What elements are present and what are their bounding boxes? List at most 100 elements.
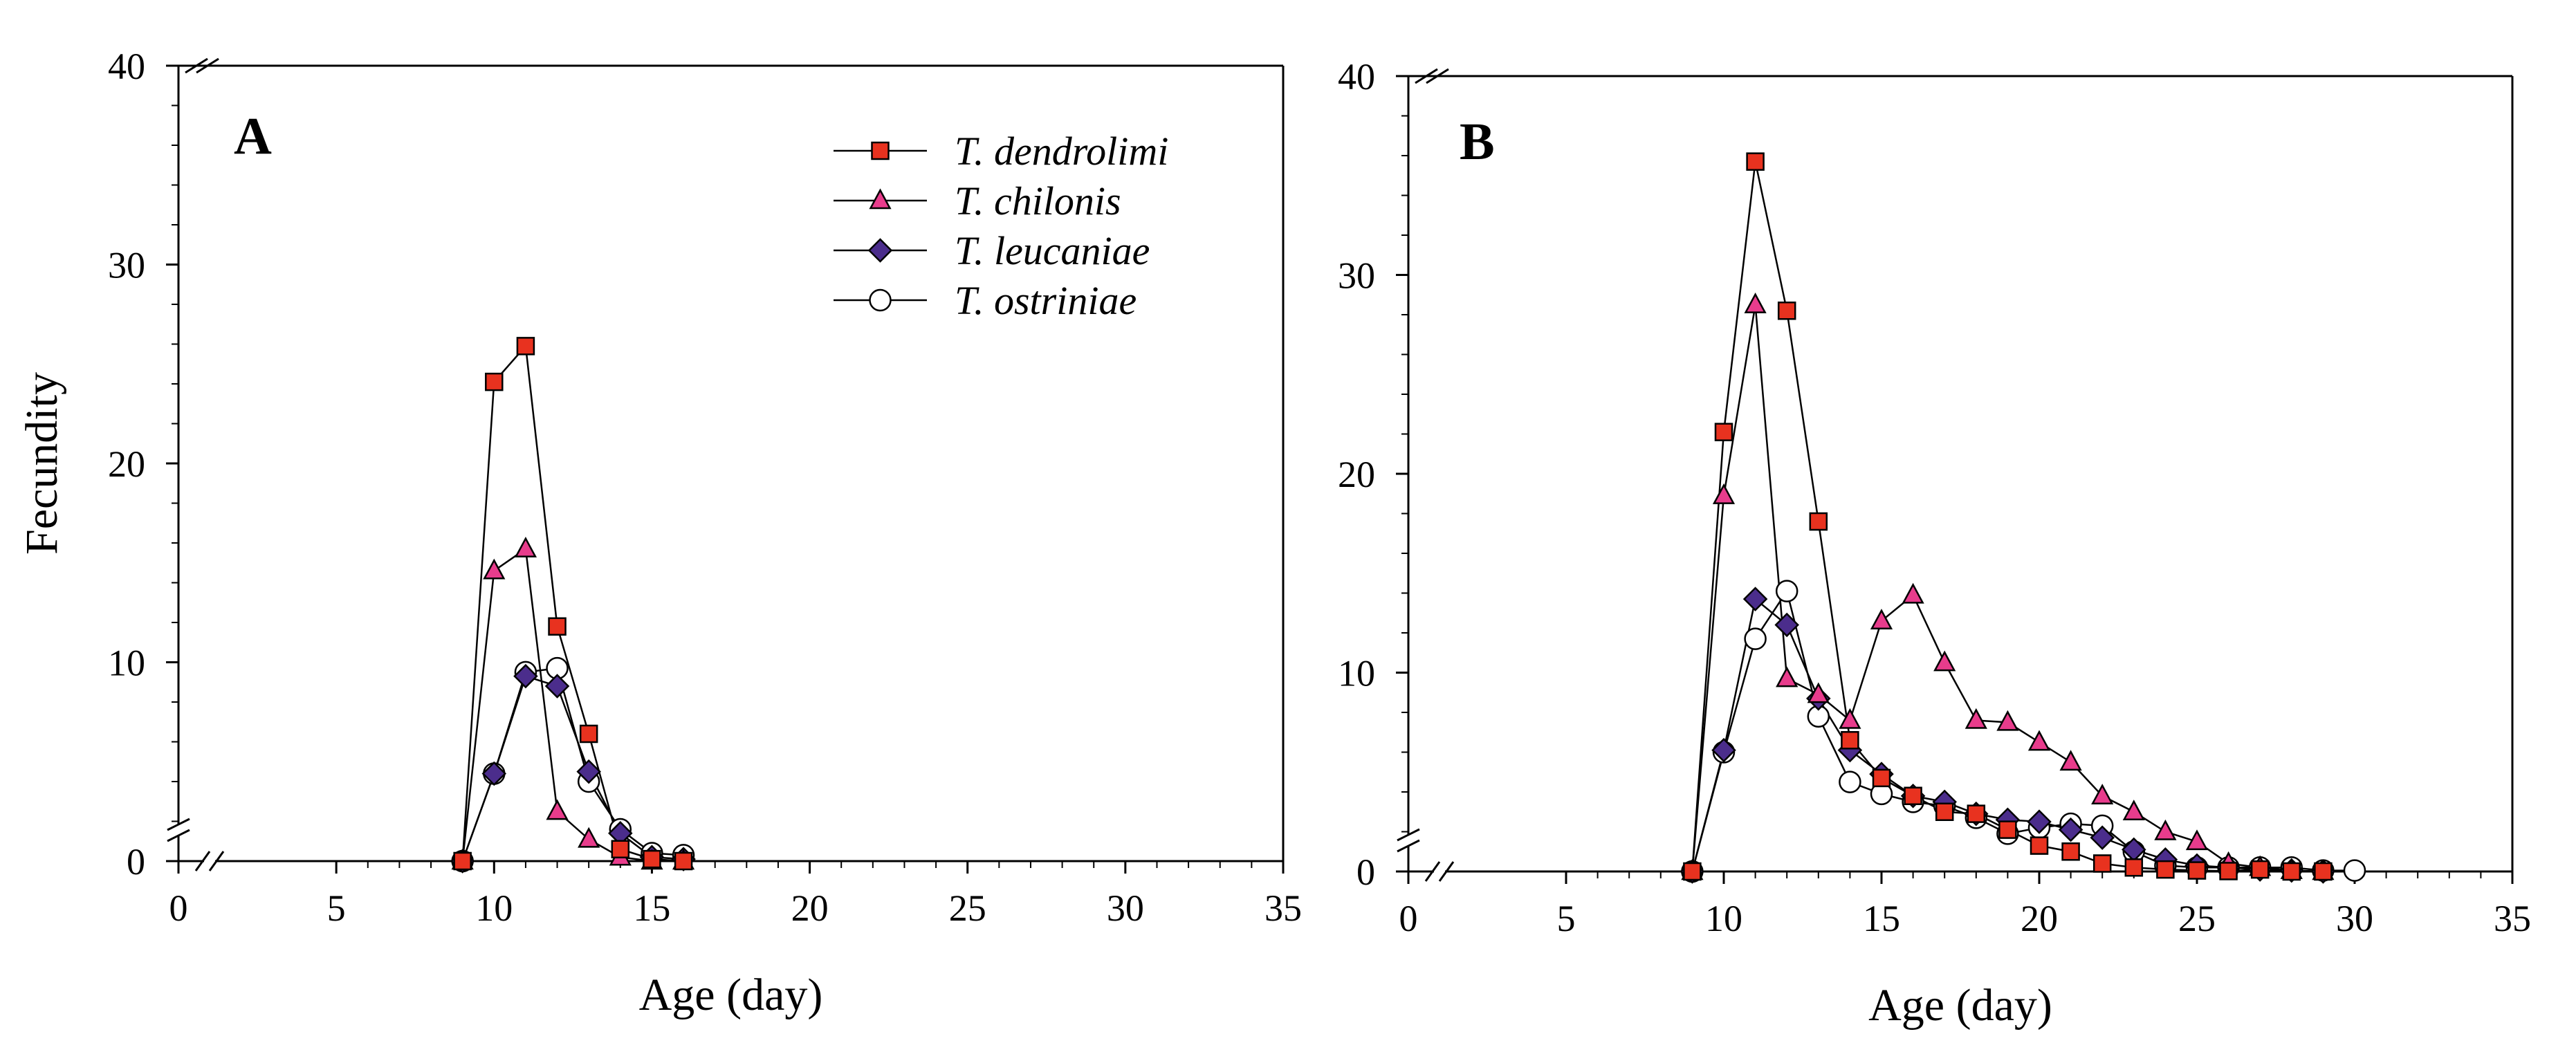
data-point bbox=[1776, 666, 1798, 688]
data-point bbox=[1839, 770, 1861, 793]
data-point bbox=[576, 759, 601, 784]
series-markers bbox=[451, 536, 695, 870]
data-point bbox=[1746, 152, 1765, 171]
series-line bbox=[1691, 161, 2324, 873]
data-point bbox=[1872, 768, 1891, 788]
data-point bbox=[2124, 858, 2144, 877]
axis-break-mark bbox=[167, 829, 190, 842]
data-point bbox=[1744, 292, 1767, 313]
data-point bbox=[2027, 809, 2052, 834]
y-tick-label: 20 bbox=[108, 443, 145, 485]
data-point bbox=[1809, 512, 1828, 531]
x-tick-label: 0 bbox=[1399, 898, 1418, 939]
data-point bbox=[2091, 784, 2114, 804]
series-markers bbox=[1683, 152, 2333, 881]
series-line bbox=[1691, 589, 2355, 872]
data-point bbox=[1996, 710, 2019, 731]
legend-marker bbox=[869, 188, 892, 210]
axis-break-mark bbox=[1397, 828, 1420, 842]
x-tick-label: 30 bbox=[1107, 887, 1144, 929]
data-point bbox=[2030, 836, 2049, 855]
data-point bbox=[1870, 609, 1893, 629]
legend-label: T. ostriniae bbox=[955, 278, 1137, 323]
data-point bbox=[1774, 612, 1799, 638]
legend-marker bbox=[869, 288, 892, 312]
axis-break-mark bbox=[1397, 839, 1420, 853]
x-tick-label: 15 bbox=[633, 887, 670, 929]
data-point bbox=[546, 799, 569, 820]
y-tick-label: 10 bbox=[108, 643, 145, 684]
data-point bbox=[2187, 861, 2207, 880]
x-tick-label: 30 bbox=[2336, 898, 2373, 939]
data-point bbox=[1712, 483, 1736, 504]
y-tick-label: 40 bbox=[108, 46, 145, 87]
y-tick-label: 20 bbox=[1338, 454, 1375, 495]
legend-label: T. chilonis bbox=[955, 178, 1121, 223]
axis-break-mark bbox=[1438, 861, 1455, 882]
axis-break-mark bbox=[1426, 68, 1449, 84]
data-point bbox=[2282, 862, 2301, 881]
x-tick-label: 20 bbox=[791, 887, 829, 929]
data-point bbox=[544, 674, 570, 699]
data-point bbox=[674, 851, 693, 871]
axis-break-mark bbox=[208, 851, 225, 871]
data-point bbox=[1807, 682, 1830, 703]
data-point bbox=[2343, 859, 2366, 882]
y-tick-label: 0 bbox=[127, 841, 145, 883]
legend-label: T. dendrolimi bbox=[955, 129, 1168, 174]
data-point bbox=[1839, 708, 1861, 729]
data-point bbox=[2061, 842, 2080, 861]
y-tick-label: 30 bbox=[108, 245, 145, 286]
x-tick-label: 10 bbox=[1705, 898, 1742, 939]
y-tick-label: 30 bbox=[1338, 255, 1375, 297]
data-point bbox=[483, 558, 506, 580]
data-point bbox=[2092, 854, 2112, 873]
data-point bbox=[2250, 860, 2270, 879]
data-point bbox=[578, 827, 600, 848]
x-tick-label: 10 bbox=[475, 887, 513, 929]
series-line bbox=[461, 547, 684, 862]
data-point bbox=[2059, 750, 2082, 771]
data-point bbox=[1904, 786, 1922, 805]
axis-break-mark bbox=[1424, 861, 1441, 882]
panel-label: A bbox=[234, 107, 272, 165]
data-point bbox=[2090, 825, 2115, 850]
series-markers bbox=[450, 663, 696, 874]
data-point bbox=[2185, 829, 2209, 851]
data-point bbox=[2156, 860, 2175, 879]
data-point bbox=[1775, 580, 1798, 602]
panel-b: 0 5 10 15 20 25 30 35 0 10 20 30 40 Age (day) B bbox=[1338, 56, 2531, 1031]
axis-break-mark bbox=[194, 851, 211, 871]
x-tick-label: 20 bbox=[2021, 898, 2058, 939]
data-point bbox=[1935, 802, 1954, 821]
y-tick-label: 0 bbox=[1356, 851, 1375, 893]
data-point bbox=[2122, 800, 2145, 820]
data-point bbox=[1967, 804, 1986, 823]
y-tick-label: 10 bbox=[1338, 653, 1375, 694]
data-point bbox=[516, 337, 535, 356]
data-point bbox=[2058, 817, 2083, 842]
x-tick-label: 15 bbox=[1863, 898, 1900, 939]
series-markers bbox=[453, 337, 693, 871]
data-point bbox=[643, 849, 661, 869]
data-point bbox=[1841, 731, 1859, 750]
axis-break-mark bbox=[1415, 68, 1438, 84]
data-point bbox=[1714, 423, 1733, 441]
data-point bbox=[548, 617, 567, 636]
x-tick-label: 35 bbox=[1264, 887, 1302, 929]
x-tick-label: 0 bbox=[169, 887, 188, 929]
series-markers bbox=[451, 656, 695, 873]
data-point bbox=[1683, 862, 1702, 881]
axis-break-mark bbox=[167, 818, 190, 831]
data-point bbox=[2314, 862, 2333, 881]
data-point bbox=[1965, 708, 1987, 729]
data-point bbox=[1902, 582, 1924, 604]
data-point bbox=[453, 851, 472, 871]
data-point bbox=[1744, 627, 1767, 650]
panel-a: 0 5 10 15 20 25 30 35 0 10 20 30 40 Age (day) Fecundit… bbox=[17, 46, 1302, 1020]
y-axis-label: Fecundity bbox=[17, 372, 67, 555]
x-axis-label: Age (day) bbox=[1868, 980, 2052, 1031]
data-point bbox=[513, 663, 538, 689]
data-point bbox=[1711, 737, 1736, 763]
axis-break-mark bbox=[185, 57, 208, 74]
